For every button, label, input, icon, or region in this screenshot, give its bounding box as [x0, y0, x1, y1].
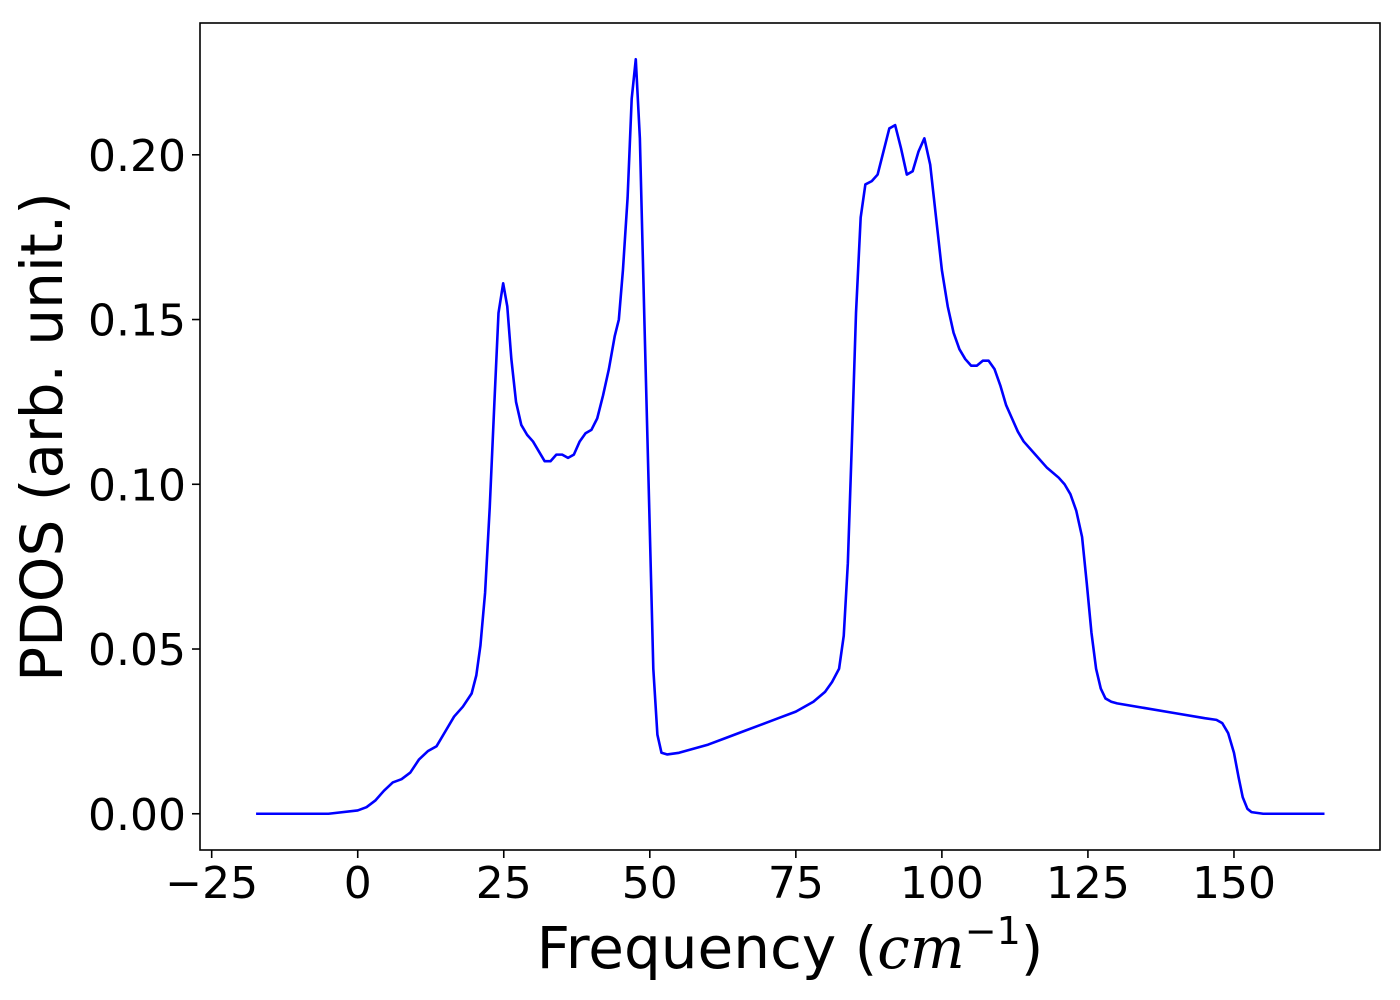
y-tick-label: 0.05 — [88, 625, 186, 676]
x-axis-ticks: −25 0 25 50 75 100 125 150 — [165, 850, 1276, 909]
x-axis-unit-exponent: −1 — [965, 909, 1021, 953]
x-tick-label: 100 — [900, 858, 984, 909]
x-tick-label: 25 — [476, 858, 532, 909]
y-axis-ticks: 0.00 0.05 0.10 0.15 0.20 — [88, 131, 200, 841]
y-tick-label: 0.15 — [88, 296, 186, 347]
x-tick-label: 0 — [344, 858, 372, 909]
plot-frame — [199, 22, 1381, 851]
y-tick-label: 0.00 — [88, 790, 186, 841]
x-tick-label: −25 — [165, 858, 258, 909]
x-axis-unit: cm — [877, 914, 964, 982]
x-tick-label: 150 — [1192, 858, 1276, 909]
x-tick-label: 125 — [1046, 858, 1130, 909]
x-tick-label: 75 — [768, 858, 824, 909]
x-axis-label: Frequency (cm−1) — [537, 909, 1044, 982]
pdos-line-series — [256, 57, 1325, 816]
y-tick-label: 0.10 — [88, 460, 186, 511]
plot-area — [256, 57, 1325, 816]
y-tick-label: 0.20 — [88, 131, 186, 182]
x-tick-label: 50 — [622, 858, 678, 909]
y-axis-label: PDOS (arb. unit.) — [8, 192, 76, 682]
